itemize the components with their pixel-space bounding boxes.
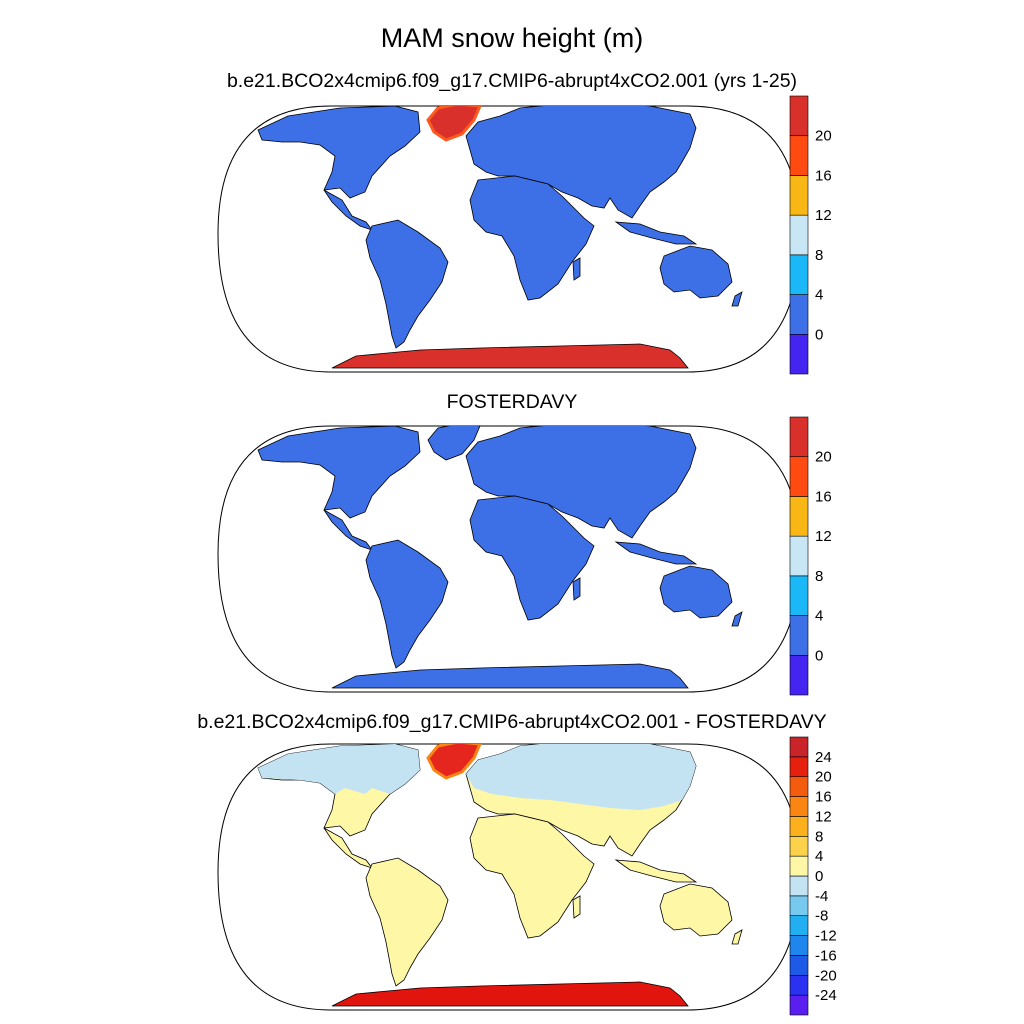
colorbar-tick-label: 16 bbox=[815, 789, 832, 806]
colorbar-tick-label: 24 bbox=[815, 749, 832, 766]
colorbar-tick-label: -24 bbox=[815, 987, 837, 1004]
colorbar-tick-label: 12 bbox=[815, 207, 832, 224]
colorbar-swatch bbox=[789, 955, 809, 976]
colorbar-swatch bbox=[789, 416, 809, 458]
colorbar-swatch bbox=[789, 456, 809, 497]
colorbar-swatch bbox=[789, 855, 809, 877]
colorbar-tick-label: 20 bbox=[815, 128, 832, 145]
panel-title-top: b.e21.BCO2x4cmip6.f09_g17.CMIP6-abrupt4x… bbox=[226, 70, 798, 92]
colorbar-tick-label: 4 bbox=[815, 848, 823, 865]
colorbar-tick-label: 4 bbox=[815, 608, 823, 625]
panel-title-bottom: b.e21.BCO2x4cmip6.f09_g17.CMIP6-abrupt4x… bbox=[197, 711, 827, 733]
colorbar-swatch bbox=[789, 816, 809, 837]
colorbar-swatch bbox=[789, 994, 809, 1016]
colorbar-swatch bbox=[789, 95, 809, 137]
colorbar-tick-label: 16 bbox=[815, 488, 832, 505]
colorbar-swatch bbox=[789, 214, 809, 256]
colorbar-swatch bbox=[789, 835, 809, 857]
colorbar-tick-label: -12 bbox=[815, 928, 837, 945]
colorbar-swatch bbox=[789, 974, 809, 996]
colorbar-tick-label: 16 bbox=[815, 167, 832, 184]
main-title: MAM snow height (m) bbox=[380, 23, 644, 53]
colorbar-tick-label: 0 bbox=[815, 326, 823, 343]
colorbar-swatch bbox=[789, 254, 809, 295]
colorbar-swatch bbox=[789, 535, 809, 577]
colorbar-tick-label: -20 bbox=[815, 967, 837, 984]
colorbar-tick-label: -4 bbox=[815, 888, 828, 905]
colorbar-tick-label: 8 bbox=[815, 568, 823, 585]
colorbar-swatch bbox=[789, 895, 809, 917]
colorbar-swatch bbox=[789, 875, 809, 897]
colorbar-tick-label: 4 bbox=[815, 287, 823, 304]
colorbar-tick-label: 20 bbox=[815, 449, 832, 466]
colorbar-swatch bbox=[789, 736, 809, 758]
map-middle bbox=[217, 425, 801, 693]
map-bottom bbox=[217, 743, 801, 1011]
colorbar-swatch bbox=[789, 796, 809, 817]
colorbar-tick-label: 8 bbox=[815, 247, 823, 264]
colorbar-tick-label: 0 bbox=[815, 647, 823, 664]
map-top bbox=[217, 105, 801, 373]
colorbar-tick-label: -16 bbox=[815, 947, 837, 964]
colorbar-bottom: 24 20 16 12 8 4 0 -4 -8 -12 -16 -20 -24 bbox=[789, 736, 837, 1016]
colorbar-swatch bbox=[789, 175, 809, 216]
colorbar-tick-label: 8 bbox=[815, 828, 823, 845]
colorbar-tick-label: 12 bbox=[815, 528, 832, 545]
colorbar-tick-label: 20 bbox=[815, 769, 832, 786]
colorbar-swatch bbox=[789, 575, 809, 616]
colorbar-tick-label: 0 bbox=[815, 868, 823, 885]
panel-title-middle: FOSTERDAVY bbox=[446, 391, 578, 413]
colorbar-top: 20 16 12 8 4 0 bbox=[789, 95, 832, 375]
colorbar-swatch bbox=[789, 915, 809, 936]
colorbar-swatch bbox=[789, 776, 809, 797]
colorbar-tick-label: -8 bbox=[815, 908, 828, 925]
colorbar-swatch bbox=[789, 135, 809, 176]
colorbar-swatch bbox=[789, 496, 809, 537]
colorbar-swatch bbox=[789, 935, 809, 956]
colorbar-middle: 20 16 12 8 4 0 bbox=[789, 416, 832, 696]
colorbar-tick-label: 12 bbox=[815, 808, 832, 825]
colorbar-swatch bbox=[789, 756, 809, 778]
